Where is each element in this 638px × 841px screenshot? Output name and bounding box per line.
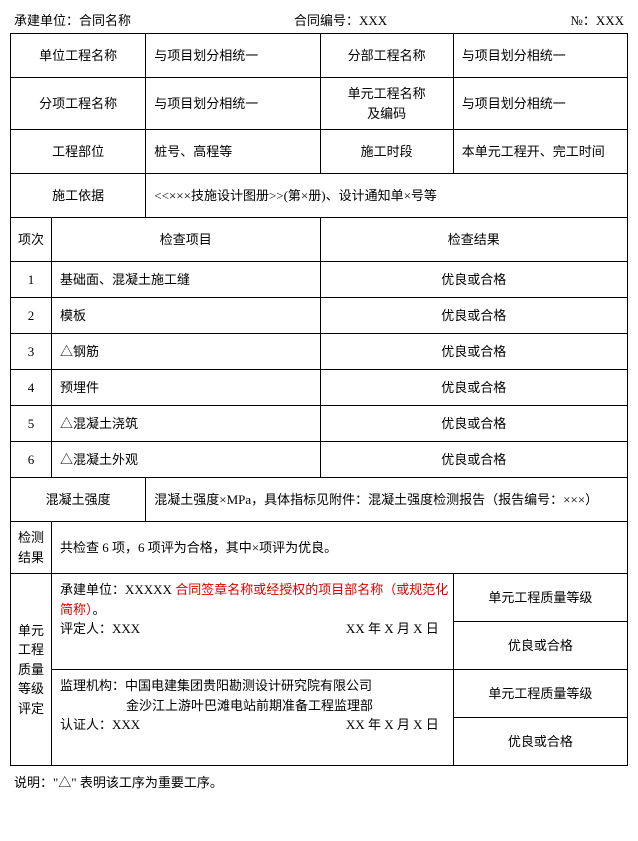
contract-no-label: 合同编号：: [294, 13, 359, 28]
no-value: XXX: [596, 13, 624, 28]
info-value: 本单元工程开、完工时间: [453, 130, 627, 174]
contract-no-value: XXX: [359, 13, 387, 28]
check-seq: 5: [11, 406, 52, 442]
check-row: 3 △钢筋 优良或合格: [11, 334, 628, 370]
check-result: 优良或合格: [320, 262, 628, 298]
info-label: 工程部位: [11, 130, 146, 174]
info-value: 与项目划分相统一: [146, 34, 320, 78]
info-value: 桩号、高程等: [146, 130, 320, 174]
check-item: △混凝土外观: [51, 442, 320, 478]
info-row: 分项工程名称 与项目划分相统一 单元工程名称 及编码 与项目划分相统一: [11, 78, 628, 130]
contractor-label: 承建单位：: [14, 13, 79, 28]
eval-certifier: 认证人：XXX: [60, 715, 140, 735]
check-seq-header: 项次: [11, 218, 52, 262]
eval-label: 单元 工程 质量 等级 评定: [11, 574, 52, 766]
check-seq: 1: [11, 262, 52, 298]
info-row: 单位工程名称 与项目划分相统一 分部工程名称 与项目划分相统一: [11, 34, 628, 78]
header-contractor: 承建单位：合同名称: [14, 10, 254, 29]
check-row: 5 △混凝土浇筑 优良或合格: [11, 406, 628, 442]
strength-value: 混凝土强度×MPa，具体指标见附件：混凝土强度检测报告（报告编号：×××）: [146, 478, 628, 522]
strength-row: 混凝土强度 混凝土强度×MPa，具体指标见附件：混凝土强度检测报告（报告编号：×…: [11, 478, 628, 522]
check-seq: 4: [11, 370, 52, 406]
check-item: 预埋件: [51, 370, 320, 406]
info-value: 与项目划分相统一: [453, 34, 627, 78]
basis-value: <<×××技施设计图册>>(第×册)、设计通知单×号等: [146, 174, 628, 218]
footer-note: 说明："△" 表明该工序为重要工序。: [10, 766, 628, 791]
check-result-header: 检查结果: [320, 218, 628, 262]
eval-date2: XX 年 X 月 X 日: [346, 715, 439, 735]
header-contract-no: 合同编号：XXX: [254, 10, 534, 29]
check-seq: 3: [11, 334, 52, 370]
no-label: №：: [570, 13, 595, 28]
eval-appraiser: 评定人：XXX: [60, 619, 140, 639]
info-label: 单位工程名称: [11, 34, 146, 78]
check-row: 1 基础面、混凝土施工缝 优良或合格: [11, 262, 628, 298]
eval-grade-value-2: 优良或合格: [453, 718, 627, 766]
check-seq: 2: [11, 298, 52, 334]
contractor-value: 合同名称: [79, 13, 131, 28]
basis-label: 施工依据: [11, 174, 146, 218]
check-item: 模板: [51, 298, 320, 334]
eval-supervisor-top-row: 监理机构：中国电建集团贵阳勘测设计研究院有限公司 金沙江上游叶巴滩电站前期准备工…: [11, 670, 628, 718]
check-item-header: 检查项目: [51, 218, 320, 262]
info-label: 分项工程名称: [11, 78, 146, 130]
info-label: 单元工程名称 及编码: [320, 78, 453, 130]
info-label: 施工时段: [320, 130, 453, 174]
test-result-value: 共检查 6 项，6 项评为合格，其中×项评为优良。: [51, 522, 627, 574]
check-row: 6 △混凝土外观 优良或合格: [11, 442, 628, 478]
check-result: 优良或合格: [320, 406, 628, 442]
check-result: 优良或合格: [320, 334, 628, 370]
eval-contractor-prefix: 承建单位：XXXXX: [60, 582, 175, 597]
info-value: 与项目划分相统一: [146, 78, 320, 130]
check-header-row: 项次 检查项目 检查结果: [11, 218, 628, 262]
eval-supervisor-text: 监理机构：中国电建集团贵阳勘测设计研究院有限公司 金沙江上游叶巴滩电站前期准备工…: [60, 676, 449, 715]
eval-contractor-suffix: 。: [93, 602, 106, 617]
check-item: 基础面、混凝土施工缝: [51, 262, 320, 298]
eval-contractor-top-row: 单元 工程 质量 等级 评定 承建单位：XXXXX 合同签章名称或经授权的项目部…: [11, 574, 628, 622]
test-result-row: 检测 结果 共检查 6 项，6 项评为合格，其中×项评为优良。: [11, 522, 628, 574]
eval-date1: XX 年 X 月 X 日: [346, 619, 439, 639]
eval-contractor-text: 承建单位：XXXXX 合同签章名称或经授权的项目部名称（或规范化简称）。: [60, 580, 449, 619]
check-seq: 6: [11, 442, 52, 478]
check-result: 优良或合格: [320, 370, 628, 406]
check-item: △钢筋: [51, 334, 320, 370]
header-no: №：XXX: [534, 10, 624, 29]
eval-grade-label-2: 单元工程质量等级: [453, 670, 627, 718]
main-table: 单位工程名称 与项目划分相统一 分部工程名称 与项目划分相统一 分项工程名称 与…: [10, 33, 628, 766]
eval-grade-label-1: 单元工程质量等级: [453, 574, 627, 622]
eval-supervisor-cell: 监理机构：中国电建集团贵阳勘测设计研究院有限公司 金沙江上游叶巴滩电站前期准备工…: [51, 670, 453, 766]
check-row: 4 预埋件 优良或合格: [11, 370, 628, 406]
basis-row: 施工依据 <<×××技施设计图册>>(第×册)、设计通知单×号等: [11, 174, 628, 218]
check-row: 2 模板 优良或合格: [11, 298, 628, 334]
info-row: 工程部位 桩号、高程等 施工时段 本单元工程开、完工时间: [11, 130, 628, 174]
eval-contractor-cell: 承建单位：XXXXX 合同签章名称或经授权的项目部名称（或规范化简称）。 评定人…: [51, 574, 453, 670]
info-label: 分部工程名称: [320, 34, 453, 78]
check-result: 优良或合格: [320, 298, 628, 334]
check-item: △混凝土浇筑: [51, 406, 320, 442]
test-result-label: 检测 结果: [11, 522, 52, 574]
check-result: 优良或合格: [320, 442, 628, 478]
header-row: 承建单位：合同名称 合同编号：XXX №：XXX: [10, 10, 628, 31]
strength-label: 混凝土强度: [11, 478, 146, 522]
info-value: 与项目划分相统一: [453, 78, 627, 130]
eval-grade-value-1: 优良或合格: [453, 622, 627, 670]
